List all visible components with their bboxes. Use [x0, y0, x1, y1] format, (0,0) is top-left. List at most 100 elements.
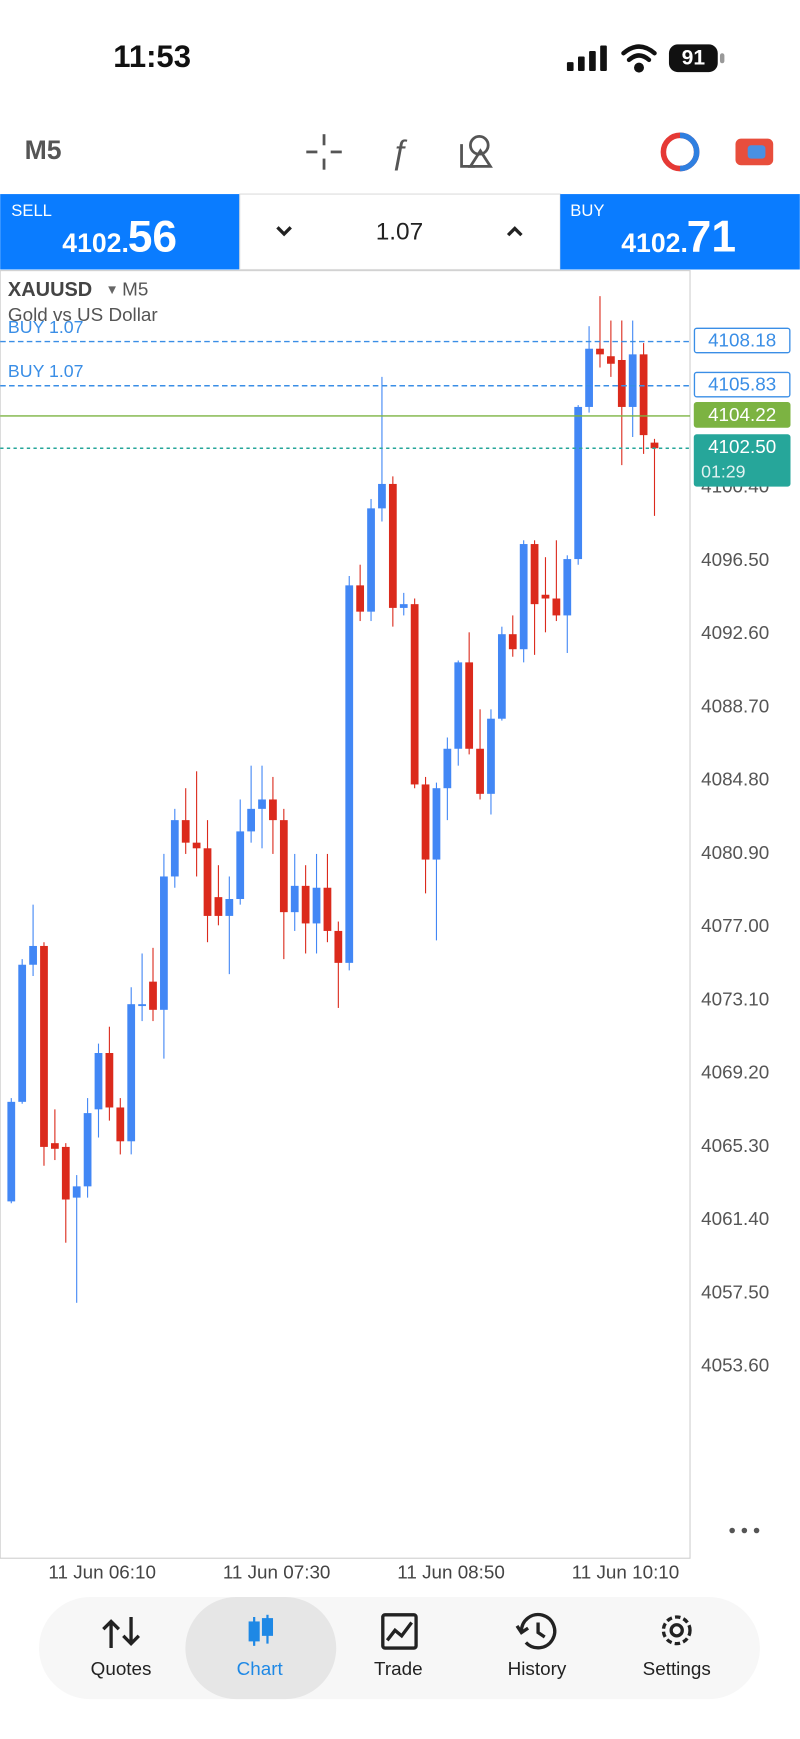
timeframe-button[interactable]: M5: [25, 135, 62, 165]
candle-body: [40, 945, 48, 1147]
order-label: BUY 1.07: [8, 317, 84, 337]
candle-body: [105, 1053, 114, 1108]
candle-body: [279, 820, 288, 913]
y-tick-label: 4088.70: [701, 695, 769, 716]
candle-body: [639, 354, 648, 436]
y-tick-label: 4084.80: [701, 769, 769, 790]
candle-body: [487, 718, 495, 794]
nav-item[interactable]: History: [508, 1658, 567, 1679]
candle-body: [617, 359, 626, 407]
candle-body: [225, 899, 234, 916]
nav-selected: [185, 1597, 337, 1700]
sell-price-big: 56: [128, 212, 177, 261]
nav-item[interactable]: Trade: [374, 1658, 423, 1679]
candle-body: [149, 981, 157, 1010]
chart-icon: [248, 1614, 274, 1646]
candle-body: [214, 897, 223, 916]
y-tick-label: 4073.10: [701, 988, 769, 1009]
nav-item[interactable]: Quotes: [91, 1658, 152, 1679]
candle-body: [650, 442, 659, 449]
price-tag-label: 4105.83: [708, 374, 776, 395]
price-tag: [693, 434, 791, 487]
candle-body: [51, 1143, 59, 1149]
y-tick-label: 4092.60: [701, 622, 769, 643]
candle-body: [519, 544, 528, 650]
candle-body: [290, 885, 299, 913]
nav-item[interactable]: Settings: [643, 1658, 711, 1679]
buy-button[interactable]: [560, 194, 800, 270]
candle-body: [541, 594, 550, 599]
price-tag-label: 4104.22: [708, 404, 776, 425]
settings-icon: [661, 1615, 692, 1646]
candle-body: [18, 964, 27, 1102]
chart-description: Gold vs US Dollar: [8, 304, 158, 325]
wifi-icon: [621, 44, 657, 73]
candle-body: [127, 1004, 136, 1142]
candle-body: [72, 1186, 81, 1198]
candle-body: [443, 748, 452, 789]
nav-item[interactable]: Chart: [237, 1658, 284, 1679]
y-tick-label: 4061.40: [701, 1208, 769, 1229]
signal-icon: [566, 45, 607, 71]
x-tick-label: 11 Jun 06:10: [48, 1562, 156, 1583]
y-tick-label: 4077.00: [701, 915, 769, 936]
y-tick-label: 4080.90: [701, 842, 769, 863]
candle-body: [83, 1113, 92, 1187]
sell-label: SELL: [11, 201, 52, 220]
battery-tip: [719, 53, 725, 64]
candle-body: [432, 788, 441, 860]
status-time: 11:53: [113, 39, 191, 74]
volume-box: [239, 193, 561, 271]
candle-body: [301, 885, 310, 924]
quotes-icon: [102, 1617, 140, 1649]
candle-body: [476, 748, 484, 794]
buy-price-big: 71: [687, 212, 736, 261]
y-tick-label: 4096.50: [701, 549, 769, 570]
y-tick-label: 4065.30: [701, 1135, 769, 1156]
crosshair-button[interactable]: [306, 134, 342, 170]
candle-body: [378, 483, 386, 509]
volume-up-button[interactable]: [506, 226, 523, 237]
volume-value[interactable]: 1.07: [376, 218, 423, 245]
buy-label: BUY: [570, 201, 604, 220]
symbol-dropdown[interactable]: ▼: [106, 282, 119, 297]
objects-button[interactable]: [460, 135, 493, 168]
candle-body: [116, 1107, 125, 1142]
candle-body: [367, 508, 375, 612]
candle-body: [334, 930, 343, 963]
chart-symbol: XAUUSD: [8, 279, 92, 301]
trade-toggle-button[interactable]: [735, 138, 774, 166]
candle-body: [236, 831, 245, 900]
battery-level: 91: [682, 46, 706, 69]
sell-price-small: 4102.: [62, 228, 129, 258]
candle-body: [585, 348, 593, 407]
candle-body: [574, 406, 583, 560]
candle-body: [356, 585, 365, 612]
price-tag: [693, 371, 791, 398]
candle-body: [388, 483, 397, 608]
one-click-button[interactable]: [660, 132, 700, 172]
trade-icon: [381, 1613, 418, 1650]
chart-plot: BUY 1.07 BUY 1.07: [0, 296, 691, 1303]
battery-icon: [668, 44, 718, 73]
candle-body: [497, 634, 506, 719]
candle-body: [563, 559, 572, 616]
candle-body: [552, 598, 561, 616]
chart-frame: [0, 270, 691, 1559]
candle-body: [454, 662, 463, 749]
nav-items: Quotes Chart Trade History Settings: [91, 1658, 711, 1679]
candle-body: [138, 1004, 146, 1007]
indicators-button[interactable]: ƒ: [390, 134, 409, 172]
more-button[interactable]: [729, 1527, 760, 1534]
history-icon: [515, 1612, 557, 1650]
x-tick-label: 11 Jun 08:50: [397, 1562, 505, 1583]
candle-body: [508, 634, 517, 650]
candle-body: [258, 799, 266, 809]
candle-body: [247, 808, 256, 832]
price-tag-label: 4108.18: [708, 330, 776, 351]
volume-down-button[interactable]: [276, 226, 292, 237]
sell-button[interactable]: [0, 194, 240, 270]
candle-body: [312, 887, 321, 924]
